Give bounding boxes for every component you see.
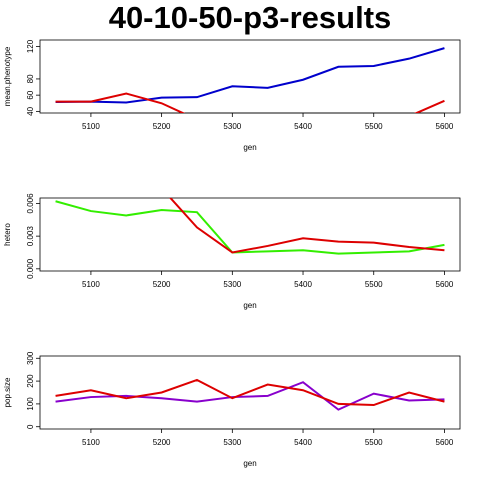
x-tick-label: 5400 — [294, 280, 312, 289]
x-tick-label: 5300 — [223, 438, 241, 447]
series-line — [55, 378, 445, 407]
series-line — [55, 92, 445, 113]
y-tick-label: 0.003 — [26, 226, 35, 247]
x-tick-label: 5300 — [223, 122, 241, 131]
x-tick-label: 5600 — [436, 280, 454, 289]
y-tick-label: 0.000 — [26, 258, 35, 279]
y-axis-label: mean.phenotype — [3, 46, 12, 106]
x-axis-label: gen — [243, 301, 256, 310]
series-group — [55, 378, 445, 411]
panel: 5100 5200 5300 5400 5500 5600 gen 0.000 0.003 0.0… — [3, 193, 461, 310]
x-tick-label: 5600 — [436, 438, 454, 447]
y-tick-label: 60 — [26, 90, 35, 99]
y-tick-label: 0 — [26, 424, 35, 429]
y-axis-label: hetero — [3, 223, 12, 246]
x-tick-label: 5600 — [436, 122, 454, 131]
x-tick-label: 5100 — [82, 280, 100, 289]
x-tick-label: 5500 — [365, 280, 383, 289]
x-tick-label: 5200 — [153, 122, 171, 131]
x-tick-label: 5400 — [294, 438, 312, 447]
series-line — [55, 47, 445, 104]
x-axis-label: gen — [243, 459, 256, 468]
x-tick-label: 5100 — [82, 438, 100, 447]
y-tick-label: 120 — [26, 39, 35, 53]
y-tick-label: 200 — [26, 374, 35, 388]
y-tick-label: 80 — [26, 74, 35, 83]
plot-box — [39, 197, 461, 272]
chart-title: 40-10-50-p3-results — [109, 0, 392, 35]
x-tick-label: 5500 — [365, 438, 383, 447]
panel: 5100 5200 5300 5400 5500 5600 gen 40 60 80 120 mean… — [3, 39, 461, 152]
y-tick-label: 0.006 — [26, 193, 35, 214]
series-group — [55, 47, 445, 113]
x-tick-label: 5400 — [294, 122, 312, 131]
panel: 5100 5200 5300 5400 5500 5600 gen 0 100 200 300 pop… — [3, 351, 461, 468]
y-axis-label: pop.size — [3, 377, 12, 407]
y-tick-label: 40 — [26, 106, 35, 115]
x-tick-label: 5200 — [153, 280, 171, 289]
x-tick-label: 5500 — [365, 122, 383, 131]
x-tick-label: 5200 — [153, 438, 171, 447]
y-tick-label: 100 — [26, 397, 35, 411]
series-group — [55, 198, 445, 255]
y-tick-label: 300 — [26, 351, 35, 365]
series-line — [169, 198, 445, 254]
x-axis-label: gen — [243, 143, 256, 152]
series-line — [55, 200, 445, 255]
x-tick-label: 5100 — [82, 122, 100, 131]
x-tick-label: 5300 — [223, 280, 241, 289]
